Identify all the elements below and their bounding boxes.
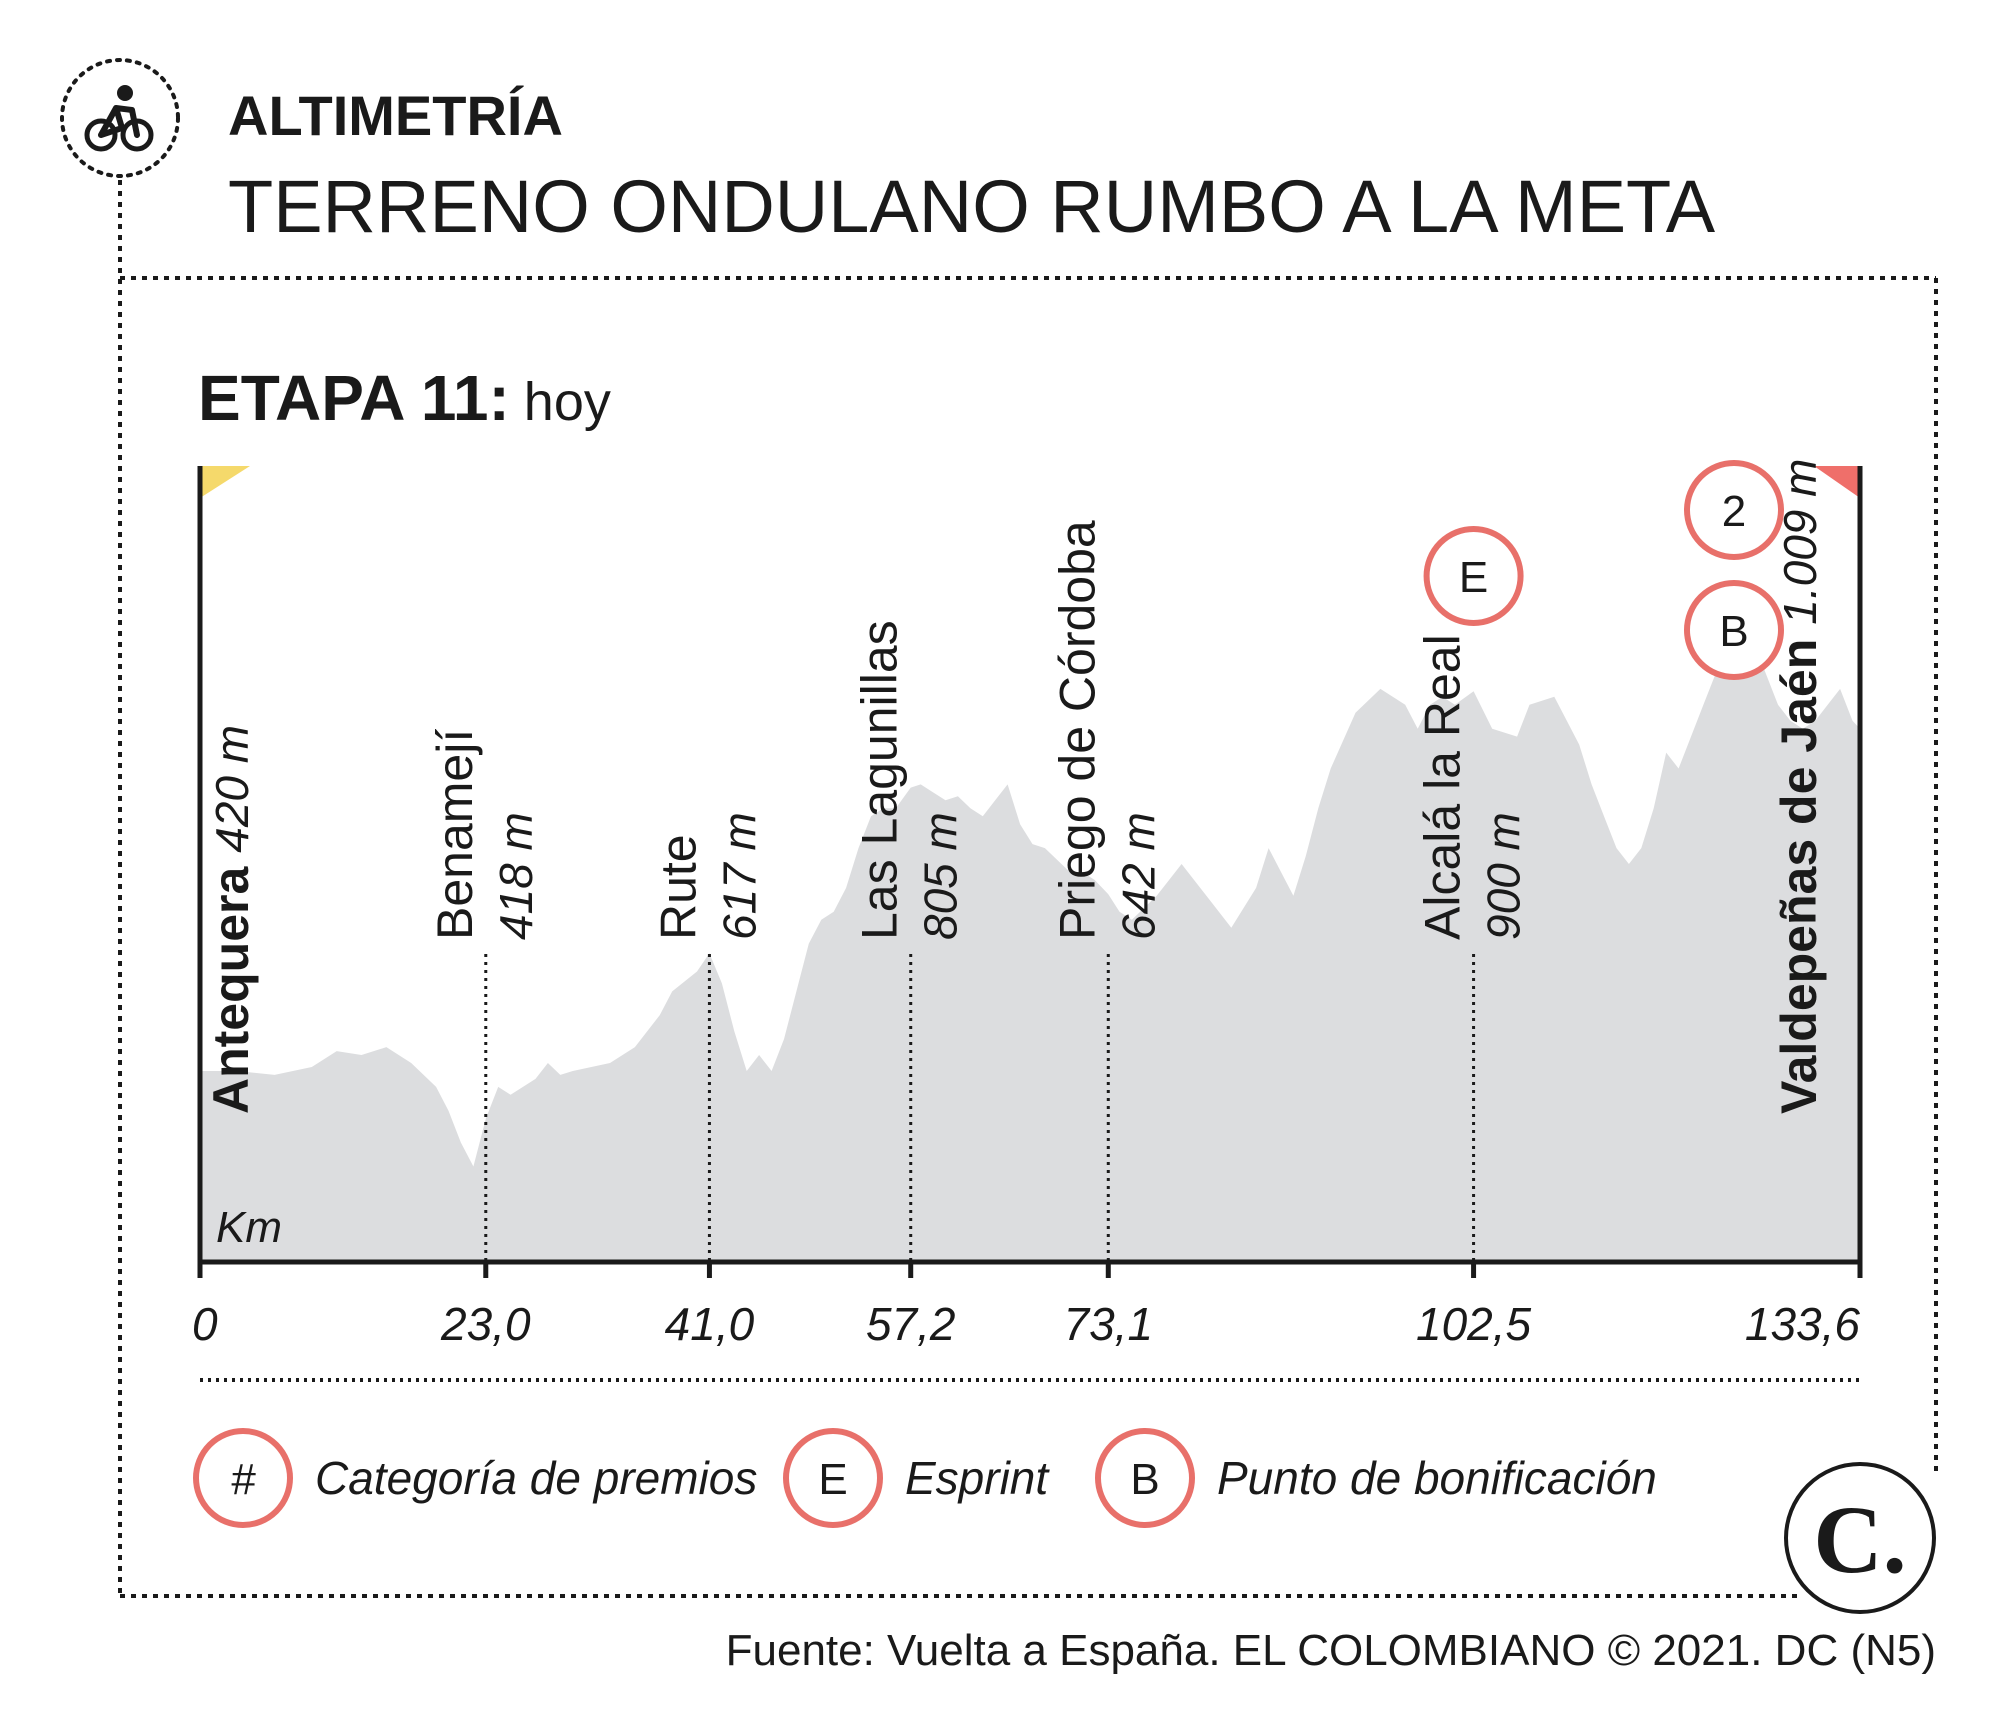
elevation-chart: 0 23,0 41,0 57,2 73,1 102,5 133,6 Antequera 420… <box>192 459 1863 1350</box>
finish-flag <box>1814 466 1860 498</box>
place-altitude: 805 m <box>915 812 967 940</box>
legend-label: Punto de bonificación <box>1217 1452 1657 1504</box>
stage-when: hoy <box>524 372 611 432</box>
x-axis-label: Km <box>216 1203 282 1252</box>
legend-item: E Esprint <box>783 1428 1050 1528</box>
place-altitude: 420 m <box>206 725 258 853</box>
place-name: Benamejí <box>427 729 483 940</box>
marker-symbol: B <box>1719 607 1748 656</box>
x-tick-label: 23,0 <box>440 1298 531 1350</box>
place-label: Benamejí 418 m <box>427 729 542 940</box>
place-altitude: 642 m <box>1112 812 1164 940</box>
legend-label: Categoría de premios <box>315 1452 757 1504</box>
marker-circle <box>1684 460 1784 560</box>
place-altitude: 617 m <box>713 812 765 940</box>
legend-label: Esprint <box>905 1452 1050 1504</box>
kicker: ALTIMETRÍA <box>228 84 563 147</box>
place-label: Antequera 420 m <box>203 725 259 1114</box>
marker-sprint: E <box>1423 526 1524 626</box>
place-label: Rute 617 m <box>650 812 765 940</box>
logo-text: C. <box>1813 1486 1906 1593</box>
place-altitude: 900 m <box>1478 812 1530 940</box>
legend-item: # Categoría de premios <box>193 1428 757 1528</box>
start-flag <box>200 466 250 498</box>
stage-label: ETAPA 11: <box>198 362 510 434</box>
x-tick-label: 0 <box>192 1298 218 1350</box>
marker-category: 2 <box>1684 460 1784 560</box>
place-label: Las Lagunillas 805 m <box>852 620 967 940</box>
x-tick-label: 133,6 <box>1745 1298 1861 1350</box>
marker-bonus: B <box>1684 580 1784 680</box>
marker-symbol: 2 <box>1722 487 1746 536</box>
place-name: Valdepeñas de Jaén <box>1771 639 1827 1114</box>
x-tick-label: 57,2 <box>866 1298 956 1350</box>
page-title: TERRENO ONDULANO RUMBO A LA META <box>228 165 1716 248</box>
marker-circle <box>1423 526 1524 626</box>
legend-symbol: E <box>818 1455 847 1504</box>
marker-symbol: E <box>1459 553 1488 602</box>
place-name: Antequera <box>203 866 259 1114</box>
place-label: Priego de Córdoba 642 m <box>1049 520 1164 940</box>
frame <box>118 180 1938 1598</box>
place-name: Rute <box>650 834 706 940</box>
place-altitude: 1.009 m <box>1774 459 1826 625</box>
legend-symbol: B <box>1130 1455 1159 1504</box>
place-altitude: 418 m <box>490 812 542 940</box>
x-tick-label: 102,5 <box>1416 1298 1532 1350</box>
legend-circle <box>783 1428 883 1528</box>
legend-circle <box>1095 1428 1195 1528</box>
brand-logo: C. <box>1784 1462 1936 1614</box>
place-name: Las Lagunillas <box>852 620 908 940</box>
cyclist-icon <box>60 58 180 178</box>
place-label: Valdepeñas de Jaén 1.009 m <box>1771 459 1827 1114</box>
legend-item: B Punto de bonificación <box>1095 1428 1657 1528</box>
legend-circle <box>193 1428 293 1528</box>
place-name: Priego de Córdoba <box>1049 520 1105 940</box>
elevation-profile <box>200 609 1860 1262</box>
marker-circle <box>1684 580 1784 680</box>
place-name: Alcalá la Real <box>1415 634 1471 940</box>
place-label: Alcalá la Real 900 m <box>1415 634 1530 940</box>
x-tick-label: 41,0 <box>665 1298 755 1350</box>
stage-title: ETAPA 11: hoy <box>198 362 611 434</box>
source-note: Fuente: Vuelta a España. EL COLOMBIANO ©… <box>726 1626 1936 1675</box>
legend-symbol: # <box>231 1455 256 1504</box>
legend: # Categoría de premios E Esprint B Punto de b… <box>193 1428 1657 1528</box>
x-tick-label: 73,1 <box>1064 1298 1154 1350</box>
